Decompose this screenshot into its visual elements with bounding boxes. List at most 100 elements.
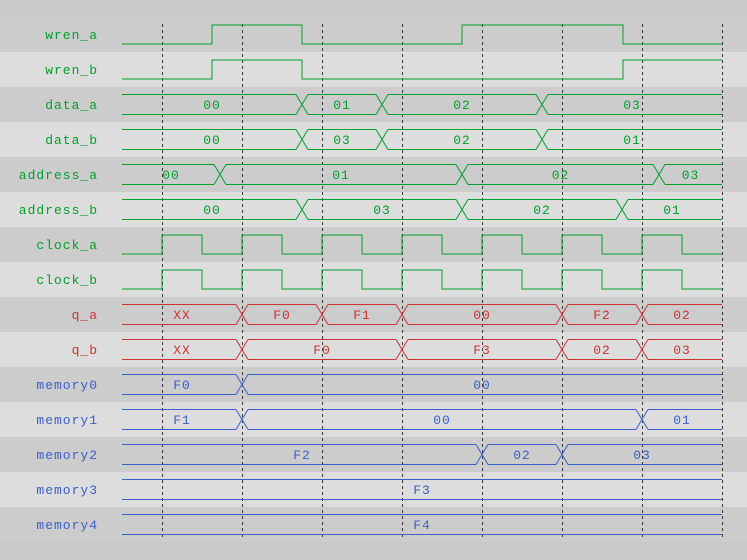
bus-value-memory2: 02 [513, 448, 531, 463]
signal-label-data_b[interactable]: data_b [45, 133, 98, 148]
bus-value-memory0: F0 [173, 378, 191, 393]
bus-value-address_a: 03 [682, 168, 700, 183]
bus-value-address_b: 03 [373, 203, 391, 218]
bus-crossover [375, 129, 389, 150]
row-bg-address_a [0, 157, 747, 192]
signal-q_a: q_a XX F0 F1 00 F2 02 [72, 304, 722, 325]
bus-value-data_b: 03 [333, 133, 351, 148]
bus-value-q_b: 02 [593, 343, 611, 358]
signal-label-q_a[interactable]: q_a [72, 308, 98, 323]
row-bg-memory2 [0, 437, 747, 472]
signal-data_b: data_b 00 03 02 01 [45, 129, 722, 150]
bus-value-memory4: F4 [413, 518, 431, 533]
signal-memory2: memory2 F2 02 03 [36, 444, 722, 465]
signal-label-clock_b[interactable]: clock_b [36, 273, 98, 288]
bus-value-q_a: XX [173, 308, 191, 323]
bus-crossover [615, 199, 629, 220]
signal-address_a: address_a 00 01 02 03 [19, 164, 722, 185]
bus-crossover [555, 444, 569, 465]
bus-value-address_b: 00 [203, 203, 221, 218]
bus-value-memory0: 00 [473, 378, 491, 393]
bus-crossover [652, 164, 666, 185]
bus-crossover [395, 304, 409, 325]
signal-q_b: q_b XX F0 F3 02 03 [72, 339, 722, 360]
bus-crossover [455, 164, 469, 185]
bus-crossover [295, 94, 309, 115]
bus-crossover [635, 409, 649, 430]
signal-label-wren_b[interactable]: wren_b [45, 63, 98, 78]
bus-crossover [235, 409, 249, 430]
bus-crossover [295, 199, 309, 220]
bus-value-q_a: 00 [473, 308, 491, 323]
bus-value-q_b: F0 [313, 343, 331, 358]
bus-value-q_a: 02 [673, 308, 691, 323]
bus-value-memory3: F3 [413, 483, 431, 498]
row-bg-clock_b [0, 262, 747, 297]
signal-address_b: address_b 00 03 02 01 [19, 199, 722, 220]
bus-value-data_a: 01 [333, 98, 351, 113]
bus-crossover [213, 164, 227, 185]
row-bg-wren_b [0, 52, 747, 87]
row-bg-memory0 [0, 367, 747, 402]
bus-crossover [555, 339, 569, 360]
bus-crossover [235, 304, 249, 325]
bus-value-data_a: 02 [453, 98, 471, 113]
bus-value-memory1: 00 [433, 413, 451, 428]
signal-data_a: data_a 00 01 02 03 [45, 94, 722, 115]
row-bg-q_b [0, 332, 747, 367]
row-bg-memory1 [0, 402, 747, 437]
signal-label-clock_a[interactable]: clock_a [36, 238, 98, 253]
signal-label-memory1[interactable]: memory1 [36, 413, 98, 428]
bus-crossover [235, 339, 249, 360]
signal-label-memory2[interactable]: memory2 [36, 448, 98, 463]
bus-value-data_a: 00 [203, 98, 221, 113]
bus-crossover [535, 94, 549, 115]
signal-memory0: memory0 F0 00 [36, 374, 722, 395]
bus-value-memory2: 03 [633, 448, 651, 463]
bus-value-q_a: F2 [593, 308, 611, 323]
bus-crossover [475, 444, 489, 465]
bus-crossover [235, 374, 249, 395]
bus-value-address_b: 01 [663, 203, 681, 218]
bus-crossover [455, 199, 469, 220]
bit-wave-clock_a [122, 234, 722, 255]
bus-value-q_b: 03 [673, 343, 691, 358]
signal-clock_a: clock_a [36, 234, 722, 255]
bus-value-data_b: 02 [453, 133, 471, 148]
signal-label-data_a[interactable]: data_a [45, 98, 98, 113]
bus-crossover [375, 94, 389, 115]
row-bg-memory3 [0, 472, 747, 507]
signal-label-wren_a[interactable]: wren_a [45, 28, 98, 43]
signal-label-memory0[interactable]: memory0 [36, 378, 98, 393]
bus-crossover [295, 129, 309, 150]
bus-value-data_a: 03 [623, 98, 641, 113]
bus-value-memory1: F1 [173, 413, 191, 428]
bus-crossover [635, 339, 649, 360]
signal-memory4: memory4 F4 [36, 514, 722, 535]
signal-label-address_b[interactable]: address_b [19, 203, 98, 218]
bus-crossover [395, 339, 409, 360]
signal-label-memory3[interactable]: memory3 [36, 483, 98, 498]
bus-crossover [315, 304, 329, 325]
signal-memory3: memory3 F3 [36, 479, 722, 500]
bus-value-address_b: 02 [533, 203, 551, 218]
signal-label-memory4[interactable]: memory4 [36, 518, 98, 533]
bus-value-memory2: F2 [293, 448, 311, 463]
row-bg-wren_a [0, 17, 747, 52]
bus-value-memory1: 01 [673, 413, 691, 428]
bit-wave-wren_a [122, 24, 722, 45]
signal-label-q_b[interactable]: q_b [72, 343, 98, 358]
bus-value-data_b: 00 [203, 133, 221, 148]
bus-value-address_a: 02 [552, 168, 570, 183]
row-bg-data_b [0, 122, 747, 157]
bus-value-address_a: 01 [332, 168, 350, 183]
bus-value-q_a: F1 [353, 308, 371, 323]
signal-memory1: memory1 F1 00 01 [36, 409, 722, 430]
row-bg-q_a [0, 297, 747, 332]
row-bg-clock_a [0, 227, 747, 262]
bit-wave-clock_b [122, 269, 722, 290]
signal-label-address_a[interactable]: address_a [19, 168, 98, 183]
bus-crossover [635, 304, 649, 325]
